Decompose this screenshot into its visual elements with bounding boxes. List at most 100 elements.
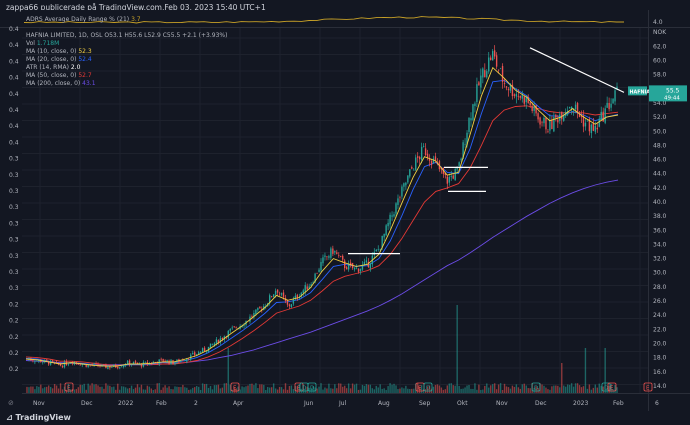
volume-bar bbox=[190, 389, 192, 393]
volume-bar bbox=[136, 384, 139, 393]
ma20-legend-value: 52.4 bbox=[78, 56, 92, 63]
symbol-title[interactable]: HAFNIA LIMITED, 1D, OSL bbox=[26, 32, 103, 39]
ma200-legend-row[interactable]: MA (200, close, 0) 43.1 bbox=[26, 80, 96, 87]
candle-body bbox=[484, 70, 486, 78]
volume-bar bbox=[602, 386, 604, 393]
ma10-legend-label: MA (10, close, 0) bbox=[26, 48, 77, 55]
volume-bar bbox=[521, 384, 523, 393]
ma50-legend-row[interactable]: MA (50, close, 0) 52.7 bbox=[26, 72, 92, 79]
event-marker-box[interactable] bbox=[230, 382, 240, 392]
volume-bar bbox=[144, 389, 147, 393]
event-marker-box[interactable] bbox=[64, 382, 74, 392]
candle-body bbox=[379, 248, 381, 250]
volume-bar bbox=[393, 383, 395, 393]
volume-bar bbox=[576, 383, 579, 393]
volume-bar bbox=[176, 386, 178, 393]
time-axis[interactable]: Nov Dec 2022 Feb 2 Apr Jun Jul Aug Sep Okt Nov Dec 20… bbox=[8, 399, 659, 407]
candle-body bbox=[342, 255, 344, 260]
volume-bar bbox=[557, 385, 559, 393]
volume-bar bbox=[83, 383, 85, 393]
candle-body bbox=[397, 198, 399, 205]
volume-bar bbox=[385, 389, 387, 393]
left-tick-label: 0.3 bbox=[9, 253, 19, 260]
volume-bar bbox=[334, 384, 336, 393]
volume-bar bbox=[495, 389, 498, 393]
event-marker-box[interactable] bbox=[307, 382, 317, 392]
event-marker-box[interactable] bbox=[601, 382, 611, 392]
candle-body bbox=[186, 358, 188, 362]
volume-bar bbox=[572, 386, 575, 393]
event-marker-box[interactable] bbox=[643, 382, 653, 392]
volume-bar bbox=[77, 387, 79, 393]
left-tick-label: 0.3 bbox=[9, 188, 19, 195]
volume-bar bbox=[184, 387, 186, 393]
volume-bar bbox=[535, 386, 537, 393]
candle-body bbox=[119, 367, 121, 369]
volume-bar bbox=[119, 389, 121, 393]
currency-label: NOK bbox=[653, 29, 667, 36]
event-marker-box[interactable] bbox=[294, 382, 304, 392]
event-marker-label: E bbox=[297, 386, 301, 392]
left-tick-label: 0.4 bbox=[9, 26, 19, 33]
volume-bar bbox=[584, 348, 587, 393]
left-tick-label: 0.2 bbox=[9, 334, 19, 341]
tradingview-logo[interactable]: ⊿ TradingView bbox=[6, 413, 71, 422]
volume-bar bbox=[75, 389, 78, 393]
candle-body bbox=[454, 169, 456, 181]
price-tick-label: 40.0 bbox=[653, 199, 667, 206]
candle-body bbox=[598, 118, 600, 127]
atr-legend-row[interactable]: ATR (14, RMA) 2.0 bbox=[26, 64, 80, 71]
time-tick-label: 2022 bbox=[118, 400, 133, 407]
ma20-legend-row[interactable]: MA (20, close, 0) 52.4 bbox=[26, 56, 92, 63]
ma50-legend-label: MA (50, close, 0) bbox=[26, 72, 77, 79]
price-tick-label: 38.0 bbox=[653, 213, 667, 220]
candle-body bbox=[197, 352, 200, 355]
event-marker-box[interactable] bbox=[607, 382, 617, 392]
event-marker-box[interactable] bbox=[531, 382, 541, 392]
volume-bar bbox=[192, 387, 194, 393]
volume-bar bbox=[219, 388, 222, 393]
candle-body bbox=[42, 362, 44, 363]
volume-bar bbox=[91, 383, 93, 393]
candle-body bbox=[470, 118, 472, 121]
candle-body bbox=[405, 182, 407, 186]
volume-bar bbox=[30, 386, 32, 393]
volume-bar bbox=[111, 387, 113, 393]
volume-bar bbox=[59, 383, 62, 393]
candle-body bbox=[128, 360, 131, 365]
candle-body bbox=[563, 115, 565, 121]
price-tick-label: 14.0 bbox=[653, 383, 667, 390]
candle-body bbox=[347, 263, 350, 270]
candle-body bbox=[490, 57, 492, 61]
ma10-legend-row[interactable]: MA (10, close, 0) 52.3 bbox=[26, 48, 92, 55]
candle-body bbox=[507, 88, 510, 91]
volume-bar bbox=[223, 383, 226, 393]
volume-bar bbox=[73, 389, 76, 393]
price-axis[interactable]: 4.0NOK62.060.058.056.054.052.050.048.046… bbox=[628, 19, 687, 390]
volume-bar bbox=[359, 389, 362, 393]
price-tick-label: 18.0 bbox=[653, 355, 667, 362]
timezone-icon[interactable]: ⊘ bbox=[8, 399, 14, 407]
volume-bar bbox=[547, 389, 549, 393]
candle-body bbox=[345, 267, 348, 270]
volume-bar bbox=[265, 389, 267, 393]
candle-body bbox=[61, 366, 64, 368]
volume-bar bbox=[306, 386, 308, 393]
event-marker-label: D bbox=[604, 386, 608, 392]
volume-bar bbox=[49, 386, 52, 393]
volume-bar bbox=[478, 384, 480, 393]
ma10-path bbox=[25, 66, 619, 367]
volume-bar bbox=[182, 384, 184, 393]
candle-body bbox=[409, 169, 411, 177]
volume-bar bbox=[389, 383, 391, 393]
candle-body bbox=[79, 364, 81, 366]
candle-body bbox=[203, 347, 206, 352]
volume-bar bbox=[387, 386, 389, 393]
candle-body bbox=[492, 51, 494, 61]
volume-bar bbox=[67, 383, 70, 393]
event-marker-box[interactable] bbox=[423, 382, 433, 392]
candle-body bbox=[227, 330, 229, 338]
candle-body bbox=[121, 366, 123, 368]
volume-bar bbox=[509, 388, 512, 393]
